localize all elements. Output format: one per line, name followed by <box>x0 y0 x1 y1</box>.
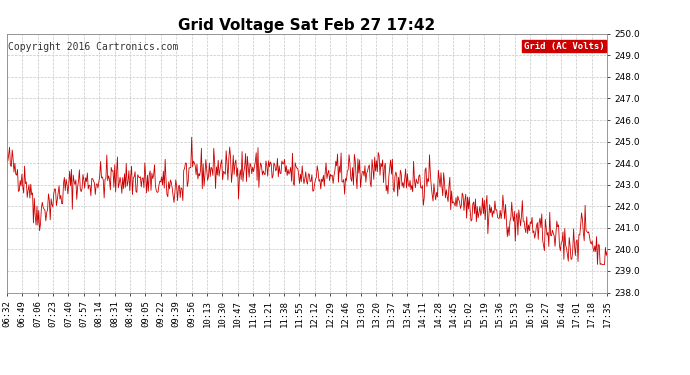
Text: Copyright 2016 Cartronics.com: Copyright 2016 Cartronics.com <box>8 42 179 51</box>
Title: Grid Voltage Sat Feb 27 17:42: Grid Voltage Sat Feb 27 17:42 <box>179 18 435 33</box>
Text: Grid (AC Volts): Grid (AC Volts) <box>524 42 604 51</box>
